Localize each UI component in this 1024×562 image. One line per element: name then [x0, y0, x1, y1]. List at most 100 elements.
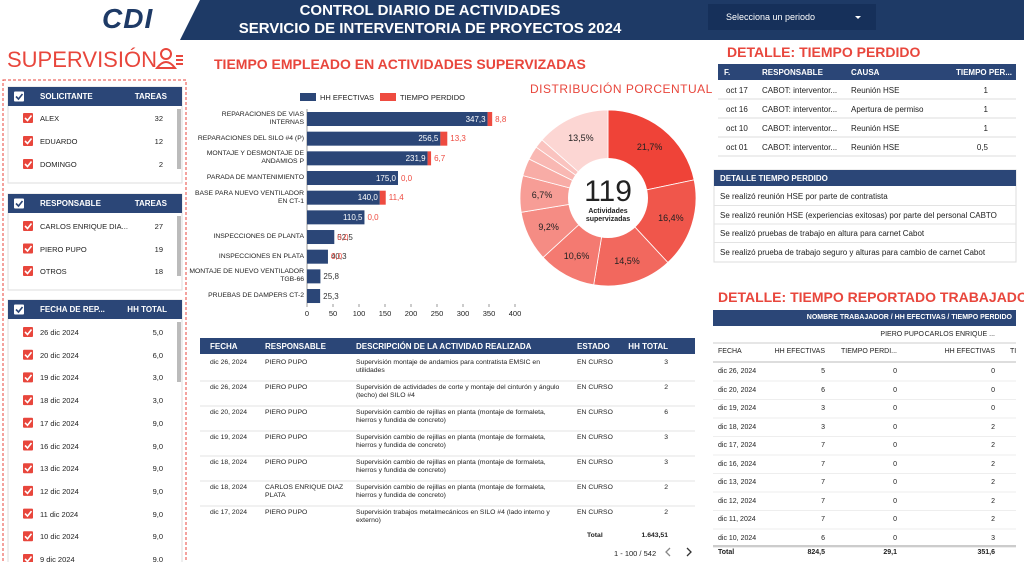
column-header: F. [724, 68, 731, 77]
table-cell: 0 [991, 405, 995, 412]
pagination: 1 - 100 / 542 [614, 549, 657, 558]
check-mark [24, 397, 33, 404]
value-label: 6,7 [434, 153, 446, 163]
filter-box [7, 86, 183, 184]
notes-title: DETALLE TIEMPO PERDIDO [720, 174, 828, 183]
table-cell: 0 [893, 460, 897, 468]
total-label: Total [587, 532, 603, 539]
filter-option[interactable]: ALEX [40, 114, 60, 123]
table-cell: dic 19, 2024 [210, 434, 248, 441]
checkbox [23, 266, 33, 276]
filter-column: TAREAS [134, 92, 167, 101]
table-cell: dic 10, 2024 [718, 534, 757, 542]
x-tick-label: 400 [508, 309, 522, 318]
table-cell: 3 [821, 405, 825, 412]
filter-option[interactable]: 16 dic 2024 [40, 441, 79, 451]
filter-count: 18 [154, 267, 163, 276]
filter-count: 6,0 [152, 350, 163, 360]
logo-area [0, 0, 200, 40]
table-cell: 7 [821, 479, 825, 486]
table-cell: PIERO PUPO [265, 434, 308, 441]
filter-count: 9,0 [152, 486, 163, 496]
checkbox [23, 243, 33, 254]
filter-option[interactable]: 11 dic 2024 [40, 509, 79, 519]
filter-option[interactable]: 9 dic 2024 [40, 555, 75, 562]
table-cell: CABOT: interventor... [762, 124, 838, 133]
check-mark [24, 245, 33, 253]
table-cell: EN CURSO [577, 384, 613, 391]
filter-option[interactable]: OTROS [40, 267, 67, 276]
note-item: Se realizó reunión HSE por parte de cont… [720, 192, 888, 201]
table-cell: 2 [664, 384, 668, 391]
center-value: 119 [584, 175, 632, 208]
filter-count: 9,0 [152, 509, 163, 519]
table-cell: dic 17, 2024 [718, 442, 757, 449]
filter-option[interactable]: 26 dic 2024 [40, 328, 79, 337]
chart-title: DISTRIBUCIÓN PORCENTUAL [530, 82, 713, 96]
legend-swatch [380, 93, 396, 101]
table-cell: 3 [991, 534, 995, 542]
table-cell: oct 16 [726, 105, 748, 114]
check-mark [24, 329, 33, 336]
table-cell: oct 10 [726, 124, 748, 133]
filter-option[interactable]: 13 dic 2024 [40, 464, 79, 474]
note-item: Se realizó reunión HSE (experiencias exi… [720, 210, 997, 220]
slice-label: 14,5% [614, 256, 640, 267]
title-line: SERVICIO DE INTERVENTORIA DE PROYECTOS 2… [238, 20, 622, 37]
checkbox [23, 136, 33, 146]
checkbox [23, 113, 33, 123]
filter-option[interactable]: DOMINGO [40, 160, 77, 169]
check-mark [24, 138, 33, 145]
filter-option[interactable]: 10 dic 2024 [40, 532, 79, 542]
value-label: 25,3 [323, 291, 339, 301]
worker-name: CARLOS ENRIQUE ... [924, 331, 995, 338]
next-page[interactable] [682, 545, 696, 559]
column-header: TIEMPO PERDI... [840, 348, 897, 355]
filter-option[interactable]: EDUARDO [40, 137, 78, 146]
filter-count: 12 [154, 137, 163, 146]
checkbox [23, 485, 33, 496]
table-cell: CABOT: interventor... [762, 143, 838, 152]
table-cell: dic 19, 2024 [718, 405, 757, 412]
table-cell: 2 [991, 497, 995, 505]
column-header: CAUSA [851, 68, 880, 77]
table-cell: Supervisión cambio de rejillas en planta… [356, 409, 546, 424]
filter-option[interactable]: 17 dic 2024 [40, 418, 79, 428]
column-header: HH TOTAL [628, 342, 668, 351]
category-label: PRUEBAS DE DAMPERS CT-2 [208, 292, 304, 300]
table-cell: Supervisión montaje de andamios para con… [356, 359, 540, 374]
filter-option[interactable]: 12 dic 2024 [40, 486, 79, 496]
table-cell: Reunión HSE [851, 86, 900, 95]
checkbox [23, 327, 33, 337]
table-cell: 2 [664, 509, 668, 516]
filter-count: 9,0 [152, 532, 163, 542]
checkbox [23, 531, 33, 542]
table-cell: 0 [893, 442, 897, 449]
table-cell: 5 [821, 368, 825, 375]
filter-option[interactable]: PIERO PUPO [40, 244, 87, 254]
check-mark [24, 374, 33, 382]
period-selector[interactable]: Selecciona un periodo [708, 4, 876, 30]
table-cell: 2 [991, 460, 995, 468]
table-cell: dic 20, 2024 [210, 409, 248, 416]
table-cell: Apertura de permiso [851, 105, 924, 114]
filter-option[interactable]: CARLOS ENRIQUE DIA... [40, 222, 128, 231]
table-cell: EN CURSO [577, 509, 613, 516]
x-tick-label: 200 [404, 309, 418, 318]
filter-count: 9,0 [152, 441, 163, 451]
column-header: RESPONSABLE [762, 68, 823, 77]
table-cell: 7 [821, 497, 825, 505]
filter-option[interactable]: 20 dic 2024 [40, 350, 79, 360]
column-header: TIEMPO PER... [955, 68, 1012, 77]
table-cell: 7 [821, 516, 825, 523]
prev-page[interactable] [660, 545, 674, 559]
value-label: 175,0 [375, 173, 396, 183]
filter-count: 19 [154, 244, 163, 254]
checkbox [23, 417, 33, 428]
total-cell: Total [718, 549, 735, 556]
filter-option[interactable]: 19 dic 2024 [40, 373, 79, 383]
filter-option[interactable]: 18 dic 2024 [40, 396, 79, 406]
filter-count: 5,0 [152, 328, 163, 337]
table-cell: EN CURSO [577, 459, 613, 466]
